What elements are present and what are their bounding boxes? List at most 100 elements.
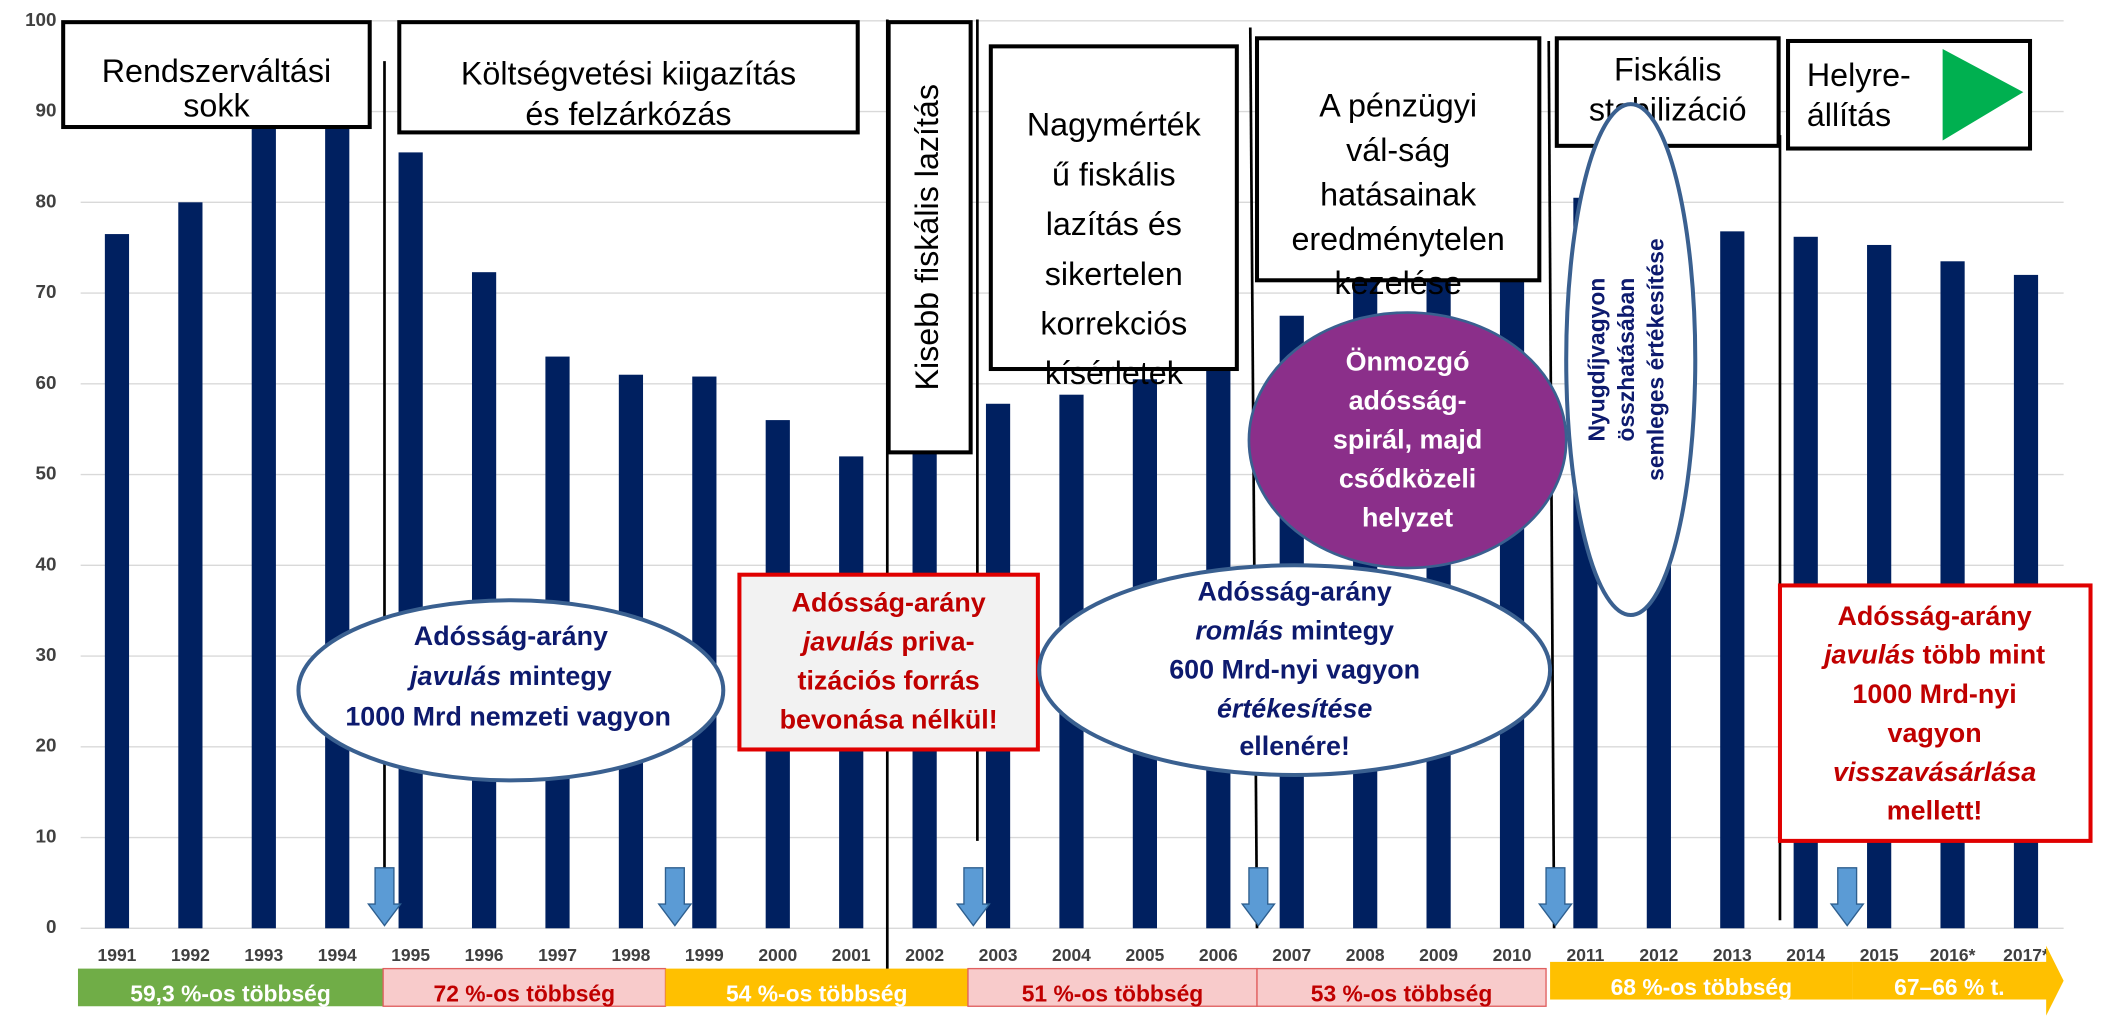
period-label: kísérletek — [1045, 355, 1184, 391]
x-tick-label: 1994 — [318, 945, 357, 965]
period-label: korrekciós — [1040, 306, 1187, 342]
x-tick-label: 2000 — [758, 945, 797, 965]
note-text: összhatásában — [1613, 278, 1639, 442]
arrow — [657, 867, 693, 927]
note-text: javulás — [800, 626, 894, 656]
note-text: javulás több mint — [1821, 640, 2045, 670]
bar — [104, 234, 130, 929]
y-tick-label: 80 — [36, 190, 57, 211]
majority-label: 68 %-os többség — [1611, 974, 1793, 1000]
bar — [251, 107, 276, 929]
arrow — [1829, 867, 1865, 927]
majority-band — [77, 968, 384, 1007]
period-label: kezelése — [1335, 265, 1462, 301]
x-tick-label: 2013 — [1713, 945, 1752, 965]
note-text: javulás priva- — [800, 626, 975, 656]
note-text: visszavásárlása — [1833, 757, 2036, 787]
note-text: vagyon — [1888, 718, 1982, 748]
majority-label: 67–66 % t. — [1894, 974, 2004, 1000]
note-text: értékesítése — [1217, 694, 1372, 724]
note-text: romlás mintegy — [1195, 616, 1394, 646]
majority-band — [967, 967, 1258, 1007]
majority-band — [1852, 945, 2064, 1016]
bar — [398, 152, 423, 929]
y-tick-label: 70 — [36, 281, 57, 302]
period-label: állítás — [1807, 97, 1891, 133]
y-tick-label: 30 — [36, 644, 57, 665]
arrow — [1537, 867, 1573, 927]
notes: Adósság-arány javulás mintegy 1000 Mrd n… — [296, 102, 2093, 843]
x-tick-label: 2003 — [979, 945, 1018, 965]
arrow — [1240, 867, 1276, 927]
y-tick-label: 20 — [36, 735, 57, 756]
note-text: Nyugdíjvagyon — [1584, 278, 1610, 442]
x-tick-label: 2011 — [1566, 945, 1604, 965]
note-text: priva- — [894, 626, 975, 656]
x-tick-label: 2007 — [1272, 945, 1311, 965]
period-label: lazítás és — [1046, 206, 1182, 242]
note-text: helyzet — [1362, 503, 1453, 533]
note-text: adósság- — [1349, 386, 1467, 416]
y-tick-label: 40 — [36, 553, 57, 574]
x-tick-label: 2005 — [1125, 945, 1164, 965]
bar — [1720, 231, 1745, 929]
x-tick-label: 1995 — [391, 945, 430, 965]
period-label: Helyre- — [1807, 57, 1911, 93]
note-text: mintegy — [1283, 616, 1394, 646]
note-ellipse — [1564, 102, 1698, 618]
note-text: 1000 Mrd nemzeti vagyon — [345, 702, 671, 732]
majority-label: 59,3 %-os többség — [130, 981, 331, 1007]
note-text: mellett! — [1887, 796, 1983, 826]
period-label: sokk — [183, 88, 250, 124]
majority-label: 51 %-os többség — [1022, 981, 1204, 1007]
note-ellipse — [1247, 311, 1568, 570]
note-text: tizációs forrás — [798, 665, 980, 695]
bar — [178, 202, 203, 929]
majorities: 59,3 %-os többség 72 %-os többség 54 %-os … — [77, 945, 2064, 1016]
x-tick-label: 2009 — [1419, 945, 1458, 965]
x-tick-label: 2008 — [1346, 945, 1385, 965]
x-tick-label: 2014 — [1786, 945, 1825, 965]
majority-band — [382, 967, 667, 1007]
period-label: Fiskális — [1614, 51, 1722, 87]
period-box — [397, 20, 860, 135]
y-tick-label: 60 — [36, 372, 57, 393]
note-text: Önmozgó — [1346, 347, 1470, 377]
period-label: vál-ság — [1346, 132, 1450, 168]
majority-band — [1550, 961, 1853, 1000]
note-text: javulás — [407, 661, 501, 691]
note-ellipse — [296, 598, 726, 783]
x-tick-label: 1996 — [465, 945, 504, 965]
x-tick-label: 2001 — [832, 945, 871, 965]
note-text: bevonása nélkül! — [780, 704, 998, 734]
note-box — [737, 572, 1040, 752]
note-text: semleges értékesítése — [1643, 238, 1669, 481]
majority-band — [665, 968, 968, 1007]
note-text: 600 Mrd-nyi vagyon — [1169, 655, 1420, 685]
note-text: több mint — [1915, 640, 2045, 670]
x-tick-label: 1992 — [171, 945, 210, 965]
arrow — [955, 867, 991, 927]
period-label: és felzárkózás — [525, 96, 731, 132]
x-tick-label: 2016* — [1930, 945, 1976, 965]
arrow — [367, 867, 402, 927]
note-text: 1000 Mrd-nyi — [1852, 679, 2016, 709]
y-tick-label: 10 — [36, 825, 57, 846]
y-tick-label: 0 — [46, 916, 56, 937]
note-text: javulás — [1821, 640, 1915, 670]
period-label: Rendszerváltási — [102, 53, 331, 89]
x-tick-label: 2006 — [1199, 945, 1238, 965]
majority-band — [1256, 967, 1547, 1007]
note-box — [1777, 583, 2093, 843]
note-text: romlás — [1195, 616, 1283, 646]
period-box — [1254, 36, 1542, 283]
note-ellipse — [1037, 563, 1553, 778]
majority-label: 53 %-os többség — [1311, 981, 1493, 1007]
bar — [1499, 197, 1525, 929]
note-text: Adósság-arány — [1198, 577, 1392, 607]
y-tick-label: 90 — [36, 100, 57, 121]
note-text: javulás mintegy — [407, 661, 612, 691]
x-tick-label: 1993 — [244, 945, 283, 965]
x-tick-label: 2012 — [1639, 945, 1678, 965]
period-label: A pénzügyi — [1319, 88, 1477, 124]
